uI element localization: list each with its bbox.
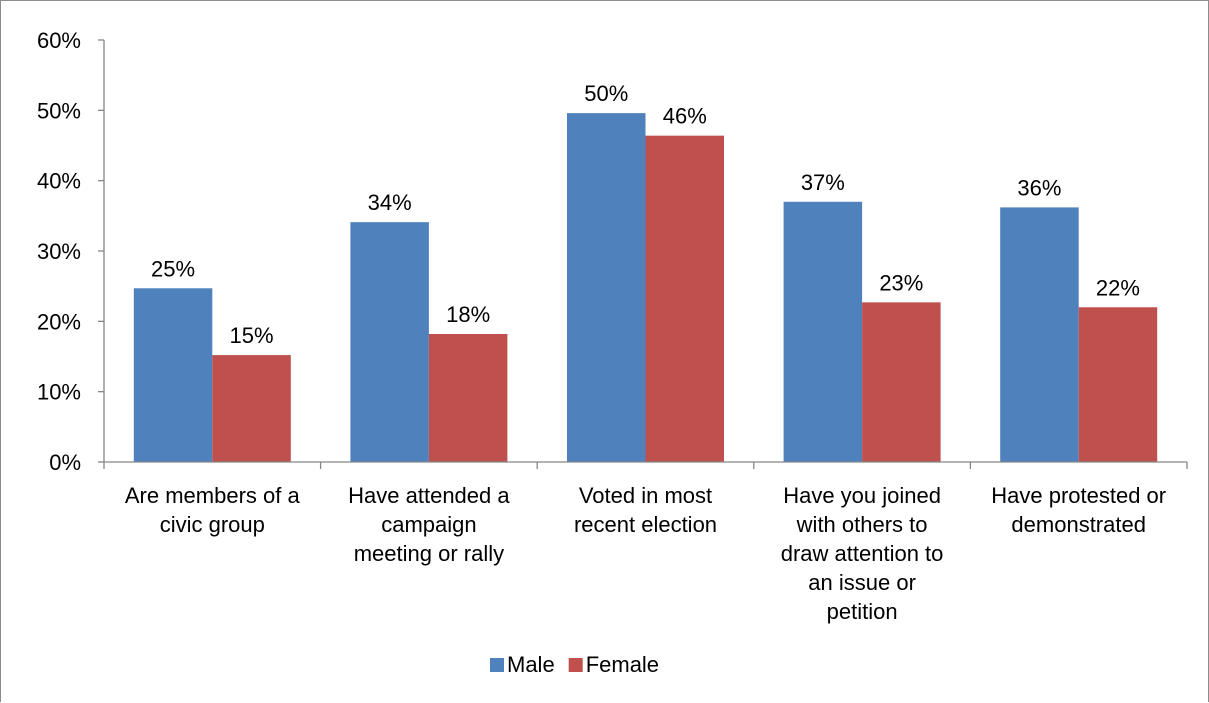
y-tick-label: 40% — [37, 169, 81, 194]
bar-male — [567, 113, 646, 462]
bar-male — [350, 222, 429, 462]
category-label-line: an issue or — [808, 570, 916, 595]
y-tick-label: 50% — [37, 98, 81, 123]
data-label-male: 25% — [151, 256, 195, 281]
data-label-male: 34% — [368, 190, 412, 215]
category-label: Voted in most recent election — [574, 483, 717, 537]
category-label: Are members of a civic group — [125, 483, 301, 537]
y-tick-label: 20% — [37, 309, 81, 334]
data-label-male: 37% — [801, 170, 845, 195]
bar-male — [133, 288, 213, 462]
legend: Male Female — [490, 652, 659, 677]
category-label-line: meeting or rally — [354, 541, 504, 566]
bar-female — [645, 135, 724, 463]
data-label-male: 50% — [584, 81, 628, 106]
category-label-line: Voted in most — [579, 483, 712, 508]
category-label-line: petition — [827, 599, 898, 624]
bar-male — [1000, 207, 1079, 462]
y-tick-label: 30% — [37, 239, 81, 264]
category-label-line: Have attended a — [348, 483, 510, 508]
y-axis: 0% 10% 20% 30% 40% 50% 60% — [37, 28, 105, 475]
y-tick-label: 10% — [37, 380, 81, 405]
y-tick-label: 0% — [49, 450, 81, 475]
category-label-line: Have protested or — [991, 483, 1166, 508]
legend-swatch-male — [490, 658, 504, 672]
bar-female — [862, 302, 941, 462]
legend-label-male: Male — [507, 652, 555, 677]
bars — [133, 113, 1158, 463]
data-label-female: 46% — [663, 104, 707, 129]
bar-female — [428, 333, 508, 462]
category-label-line: with others to — [796, 512, 928, 537]
bar-female — [1078, 307, 1158, 462]
bar-female — [212, 355, 291, 462]
data-label-female: 15% — [230, 323, 274, 348]
data-label-female: 23% — [879, 270, 923, 295]
category-label-line: Are members of a — [125, 483, 301, 508]
category-label: Have attended a campaign meeting or rally — [348, 483, 510, 566]
category-label-line: recent election — [574, 512, 717, 537]
data-labels: 25% 15% 34% 18% 50% 46% 37% 23% 36% 22% — [151, 81, 1140, 348]
category-label-line: Have you joined — [783, 483, 941, 508]
data-label-female: 22% — [1096, 275, 1140, 300]
category-label-line: draw attention to — [781, 541, 944, 566]
legend-swatch-female — [568, 658, 583, 672]
data-label-female: 18% — [446, 302, 490, 327]
legend-label-female: Female — [586, 652, 659, 677]
y-tick-label: 60% — [37, 28, 81, 53]
category-label: Have you joined with others to draw attent… — [781, 483, 944, 624]
category-label: Have protested or demonstrated — [991, 483, 1166, 537]
bar-male — [783, 201, 863, 462]
category-label-line: civic group — [160, 512, 265, 537]
category-label-line: demonstrated — [1011, 512, 1146, 537]
x-axis: Are members of a civic group Have attended… — [103, 461, 1188, 624]
category-label-line: campaign — [381, 512, 476, 537]
data-label-male: 36% — [1017, 175, 1061, 200]
